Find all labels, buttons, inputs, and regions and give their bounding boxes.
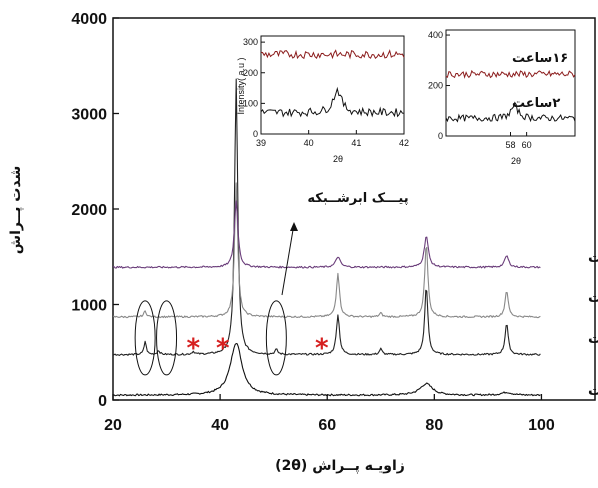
y-tick-label: 0 (98, 393, 107, 410)
inset-y-tick-label: 400 (428, 30, 443, 40)
x-tick-label: 20 (104, 417, 122, 434)
inset-1-frame (260, 35, 405, 135)
x-tick-label: 80 (425, 417, 443, 434)
y-tick-label: 2000 (71, 202, 107, 219)
annotations-layer: پیـــک ابرشــبکه * * * (134, 191, 409, 376)
inset-2: 58 60 0 200 400 ۱۶ساعت ۲ساعت (428, 30, 576, 150)
inset-y-tick-label: 300 (243, 37, 258, 47)
series-label: ۴۰ساعت (588, 250, 598, 266)
inset-y-tick-label: 0 (253, 129, 258, 139)
inset-series-line (260, 86, 405, 118)
inset-x-tick-label: 40 (304, 138, 314, 148)
inset-2-series-label: ۱۶ساعت (512, 51, 568, 66)
series-label: ۱۶ساعت (588, 290, 598, 306)
inset-series-line (445, 69, 576, 79)
y-tick-label: 4000 (71, 11, 107, 28)
y-tick-label: 1000 (71, 298, 107, 315)
inset-x-tick-label: 58 (505, 140, 515, 150)
series-line (112, 342, 541, 397)
x-axis-label: زاویـه پــراش (2θ) (275, 458, 405, 474)
inset-y-tick-label: 200 (243, 68, 258, 78)
annotation-star: * (315, 334, 329, 364)
inset-series-line (260, 49, 405, 60)
inset-x-tick-label: 41 (351, 138, 361, 148)
highlight-ellipse (156, 300, 178, 376)
series-line (112, 200, 541, 269)
series-line (112, 182, 541, 319)
series-label: قبــل از بازپخـــت (588, 383, 598, 399)
inset-1-y-label: Intensity( a.u ) (236, 57, 246, 114)
inset-x-tick-label: 39 (256, 138, 266, 148)
x-tick-label: 100 (528, 417, 555, 434)
inset-y-tick-label: 100 (243, 98, 258, 108)
inset-y-tick-label: 0 (438, 131, 443, 141)
x-tick-label: 60 (318, 417, 336, 434)
y-tick-label: 3000 (71, 107, 107, 124)
annotation-star: * (216, 334, 230, 364)
inset-x-tick-label: 60 (522, 140, 532, 150)
inset-2-x-label: 2θ (511, 156, 521, 166)
series-line (112, 78, 541, 356)
arrow-head (290, 222, 298, 231)
inset-1: 39 40 41 42 0 100 200 300 (243, 37, 409, 148)
inset-y-tick-label: 200 (428, 81, 443, 91)
inset-2-series-label: ۲ساعت (512, 96, 560, 111)
series-label: ۲ساعت (588, 331, 598, 347)
highlight-ellipse (134, 300, 156, 376)
y-axis-label: شدت پــراش (8, 166, 24, 254)
superlattice-peak-label: پیـــک ابرشــبکه (307, 191, 408, 206)
annotation-arrow (281, 223, 295, 296)
highlight-ellipse (265, 300, 287, 376)
inset-1-x-label: 2θ (333, 154, 343, 164)
inset-x-tick-label: 42 (399, 138, 409, 148)
inset-series-line (445, 101, 576, 123)
main-curves: قبــل از بازپخـــت ۲ساعت ۱۶ساعت ۴۰ساعت (112, 78, 598, 399)
x-tick-label: 40 (211, 417, 229, 434)
annotation-star: * (187, 334, 201, 364)
